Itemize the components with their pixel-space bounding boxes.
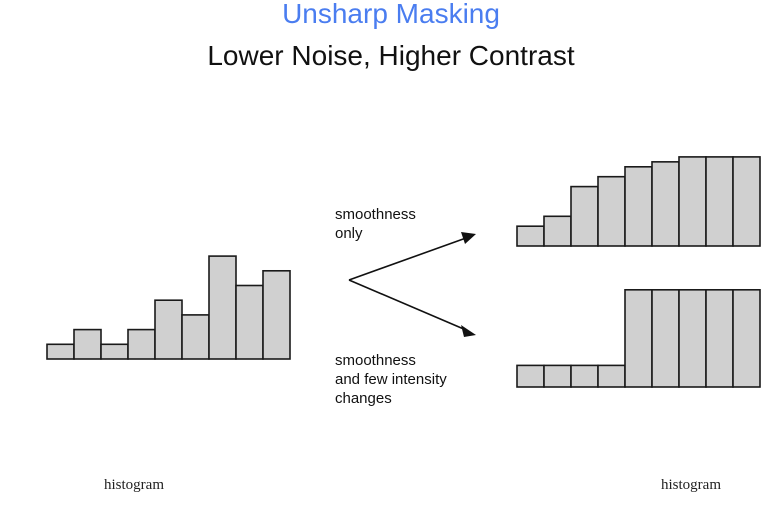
smoothness-only-bar-3 xyxy=(570,185,599,247)
input-bar-8 xyxy=(235,284,264,360)
top-arrow-head xyxy=(461,232,476,244)
few-changes-bar-3 xyxy=(570,364,599,388)
bottom-arrow-label-line-1: smoothness xyxy=(335,352,416,369)
slide-subtitle: Lower Noise, Higher Contrast xyxy=(207,40,575,71)
smoothness-only-bar-2 xyxy=(543,215,572,247)
bottom-arrow-label-line-3: changes xyxy=(335,390,392,407)
input-bar-3 xyxy=(100,343,129,360)
input-bar-2 xyxy=(73,328,102,360)
few-changes-bar-6 xyxy=(651,288,680,388)
input-histogram xyxy=(46,255,291,360)
few-changes-bar-5 xyxy=(624,288,653,388)
top-arrow-label-line-2: only xyxy=(335,225,363,242)
bottom-arrow-head xyxy=(461,325,476,337)
few-changes-bar-7 xyxy=(678,288,707,388)
input-bar-6 xyxy=(181,314,210,360)
bottom-arrow xyxy=(348,279,467,331)
smoothness-only-bar-7 xyxy=(678,156,707,247)
few-changes-bar-9 xyxy=(732,288,761,388)
smoothness-only-bar-8 xyxy=(705,156,734,247)
top-arrow-label: smoothness only xyxy=(335,205,416,243)
smoothness-only-bar-5 xyxy=(624,166,653,247)
top-arrow xyxy=(348,237,467,281)
top-arrow-label-line-1: smoothness xyxy=(335,206,416,223)
smoothness-only-bar-9 xyxy=(732,156,761,247)
input-bar-1 xyxy=(46,343,75,360)
few-intensity-changes-histogram xyxy=(516,288,761,388)
smoothness-only-bar-4 xyxy=(597,175,626,247)
input-bar-5 xyxy=(154,299,183,360)
arrows xyxy=(348,232,476,337)
input-bar-7 xyxy=(208,255,237,360)
input-bar-4 xyxy=(127,328,156,360)
smoothness-only-bar-1 xyxy=(516,225,545,247)
few-changes-bar-1 xyxy=(516,364,545,388)
few-changes-bar-2 xyxy=(543,364,572,388)
bottom-arrow-label-line-2: and few intensity xyxy=(335,371,447,388)
smoothness-only-bar-6 xyxy=(651,161,680,247)
few-changes-bar-4 xyxy=(597,364,626,388)
left-histogram-caption: histogram xyxy=(104,477,164,493)
smoothness-only-histogram xyxy=(516,156,761,247)
bottom-arrow-label: smoothness and few intensity changes xyxy=(335,351,447,408)
slide-title: Unsharp Masking xyxy=(282,0,500,29)
few-changes-bar-8 xyxy=(705,288,734,388)
input-bar-9 xyxy=(262,269,291,360)
right-histogram-caption: histogram xyxy=(661,477,721,493)
